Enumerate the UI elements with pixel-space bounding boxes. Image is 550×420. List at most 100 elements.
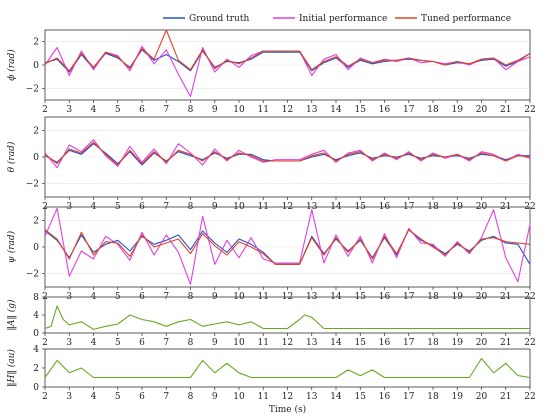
x-tick-label: 8 bbox=[188, 338, 194, 348]
y-tick-label: 2 bbox=[33, 38, 39, 48]
legend-item-0: Ground truth bbox=[163, 14, 249, 24]
series-line-A-0 bbox=[44, 305, 530, 330]
y-tick-label: −2 bbox=[26, 84, 39, 94]
y-tick-label: 2 bbox=[33, 126, 39, 136]
series-line-psi-1 bbox=[44, 207, 531, 285]
y-tick-label: 0 bbox=[33, 243, 39, 253]
x-tick-label: 15 bbox=[355, 338, 367, 348]
x-tick-label: 15 bbox=[355, 105, 367, 115]
x-tick-label: 13 bbox=[306, 105, 318, 115]
panel-H: 420‖H‖ (au)2 3 4 5 6 7 8 9 10 11 12 13 14 15 16 17 18 19 2… bbox=[6, 345, 536, 402]
x-tick-label: 21 bbox=[500, 392, 511, 402]
x-tick-label: 2 bbox=[42, 105, 48, 115]
x-tick-label: 3 bbox=[66, 338, 72, 348]
x-tick-label: 16 bbox=[379, 392, 391, 402]
x-tick-label: 9 bbox=[212, 338, 218, 348]
x-tick-label: 3 bbox=[66, 105, 72, 115]
legend-item-2: Tuned performance bbox=[395, 14, 511, 24]
x-tick-label: 11 bbox=[258, 392, 269, 402]
panel-psi: 20−2ψ (rad)2 3 4 5 6 7 8 9 10 11 12 13 14 15 16 17 18 19 2… bbox=[6, 206, 536, 302]
y-tick-label: 2 bbox=[33, 364, 39, 374]
x-tick-label: 4 bbox=[91, 338, 97, 348]
x-tick-label: 20 bbox=[476, 105, 488, 115]
x-tick-label: 8 bbox=[188, 105, 194, 115]
y-tick-label: −2 bbox=[26, 180, 39, 190]
x-tick-label: 7 bbox=[163, 392, 169, 402]
x-tick-label: 17 bbox=[403, 338, 415, 348]
y-tick-label: 0 bbox=[33, 153, 39, 163]
x-tick-label: 17 bbox=[403, 105, 415, 115]
x-tick-label: 13 bbox=[306, 392, 318, 402]
y-tick-label: 8 bbox=[33, 293, 39, 303]
x-tick-label: 11 bbox=[258, 105, 269, 115]
x-tick-label: 7 bbox=[163, 338, 169, 348]
panel-theta: 20−2θ (rad)2 3 4 5 6 7 8 9 10 11 12 13 14 15 16 17 18 19 2… bbox=[6, 116, 536, 212]
x-tick-label: 18 bbox=[427, 392, 439, 402]
y-tick-label: 0 bbox=[33, 61, 39, 71]
x-tick-label: 15 bbox=[355, 392, 367, 402]
x-tick-label: 16 bbox=[379, 338, 391, 348]
legend: Ground truth Initial performance Tuned per… bbox=[163, 14, 511, 24]
x-tick-label: 22 bbox=[524, 105, 535, 115]
series-line-psi-2 bbox=[44, 229, 531, 265]
series-line-theta-1 bbox=[44, 139, 531, 169]
panel-A: 8 4 0 ‖A‖ (g) 2 3 4 5 6 7 8 9 10 11 12 13 14 15 16 17 18 19 20… bbox=[6, 293, 536, 348]
x-tick-label: 19 bbox=[452, 338, 464, 348]
y-axis-label: ‖H‖ (au) bbox=[6, 349, 17, 387]
x-tick-label: 6 bbox=[139, 392, 145, 402]
y-tick-label: 4 bbox=[33, 345, 39, 355]
x-tick-label: 18 bbox=[427, 105, 439, 115]
y-axis-label: θ (rad) bbox=[6, 141, 17, 172]
x-tick-label: 22 bbox=[524, 392, 535, 402]
x-tick-label: 18 bbox=[427, 338, 439, 348]
x-tick-label: 10 bbox=[233, 392, 245, 402]
x-tick-label: 9 bbox=[212, 105, 218, 115]
x-tick-label: 11 bbox=[258, 338, 269, 348]
x-tick-label: 14 bbox=[330, 338, 342, 348]
series-line-H-0 bbox=[44, 357, 531, 379]
x-tick-label: 20 bbox=[476, 338, 488, 348]
legend-label: Tuned performance bbox=[421, 14, 511, 24]
x-tick-label: 19 bbox=[452, 105, 464, 115]
series-line-theta-2 bbox=[44, 141, 531, 166]
panel-phi: 20−2ϕ (rad)2 3 4 5 6 7 8 9 10 11 12 13 14 15 16 17 18 19 2… bbox=[6, 29, 536, 115]
x-tick-label: 13 bbox=[306, 338, 318, 348]
x-tick-label: 10 bbox=[233, 338, 245, 348]
series-line-phi-0 bbox=[44, 49, 531, 73]
y-tick-label: 2 bbox=[33, 216, 39, 226]
y-axis-label: ϕ (rad) bbox=[6, 49, 17, 81]
x-tick-label: 3 bbox=[66, 392, 72, 402]
plot-frame bbox=[44, 296, 531, 334]
y-axis-label: ψ (rad) bbox=[6, 230, 17, 263]
x-tick-label: 2 bbox=[42, 392, 48, 402]
legend-label: Initial performance bbox=[299, 14, 387, 24]
x-tick-label: 9 bbox=[212, 392, 218, 402]
x-tick-label: 17 bbox=[403, 392, 415, 402]
x-tick-label: 5 bbox=[115, 105, 121, 115]
x-tick-label: 19 bbox=[452, 392, 464, 402]
x-tick-label: 4 bbox=[91, 105, 97, 115]
y-tick-label: −2 bbox=[26, 270, 39, 280]
x-tick-label: 5 bbox=[115, 392, 121, 402]
y-axis-label: ‖A‖ (g) bbox=[6, 299, 17, 331]
x-tick-label: 6 bbox=[139, 338, 145, 348]
x-tick-label: 2 bbox=[42, 338, 48, 348]
x-tick-label: 14 bbox=[330, 105, 342, 115]
legend-item-1: Initial performance bbox=[273, 14, 387, 24]
x-tick-label: 10 bbox=[233, 105, 245, 115]
plot-frame bbox=[44, 348, 531, 388]
x-tick-label: 14 bbox=[330, 392, 342, 402]
x-tick-label: 12 bbox=[282, 392, 293, 402]
y-tick-label: 0 bbox=[33, 329, 39, 339]
x-tick-label: 20 bbox=[476, 392, 488, 402]
y-tick-label: 4 bbox=[33, 311, 39, 321]
series-line-phi-2 bbox=[44, 29, 531, 72]
x-tick-label: 21 bbox=[500, 105, 511, 115]
x-tick-label: 4 bbox=[91, 392, 97, 402]
x-tick-label: 6 bbox=[139, 105, 145, 115]
series-line-phi-1 bbox=[44, 45, 531, 98]
y-tick-label: 0 bbox=[33, 383, 39, 393]
x-tick-label: 8 bbox=[188, 392, 194, 402]
x-tick-label: 16 bbox=[379, 105, 391, 115]
